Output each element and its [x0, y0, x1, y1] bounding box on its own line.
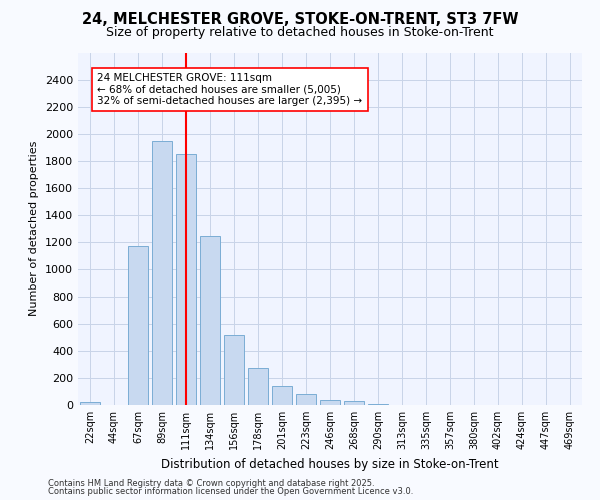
Bar	[224, 334, 244, 405]
Text: Contains public sector information licensed under the Open Government Licence v3: Contains public sector information licen…	[48, 487, 413, 496]
Bar	[176, 154, 196, 405]
Bar	[272, 386, 292, 405]
Bar	[248, 368, 268, 405]
Text: Size of property relative to detached houses in Stoke-on-Trent: Size of property relative to detached ho…	[106, 26, 494, 39]
Text: 24 MELCHESTER GROVE: 111sqm
← 68% of detached houses are smaller (5,005)
32% of : 24 MELCHESTER GROVE: 111sqm ← 68% of det…	[97, 73, 362, 106]
Bar	[200, 236, 220, 405]
Bar	[344, 401, 364, 405]
Bar	[296, 394, 316, 405]
Y-axis label: Number of detached properties: Number of detached properties	[29, 141, 40, 316]
Text: Contains HM Land Registry data © Crown copyright and database right 2025.: Contains HM Land Registry data © Crown c…	[48, 478, 374, 488]
Text: 24, MELCHESTER GROVE, STOKE-ON-TRENT, ST3 7FW: 24, MELCHESTER GROVE, STOKE-ON-TRENT, ST…	[82, 12, 518, 28]
Bar	[368, 404, 388, 405]
Bar	[128, 246, 148, 405]
Bar	[152, 140, 172, 405]
Bar	[320, 400, 340, 405]
X-axis label: Distribution of detached houses by size in Stoke-on-Trent: Distribution of detached houses by size …	[161, 458, 499, 470]
Bar	[80, 402, 100, 405]
